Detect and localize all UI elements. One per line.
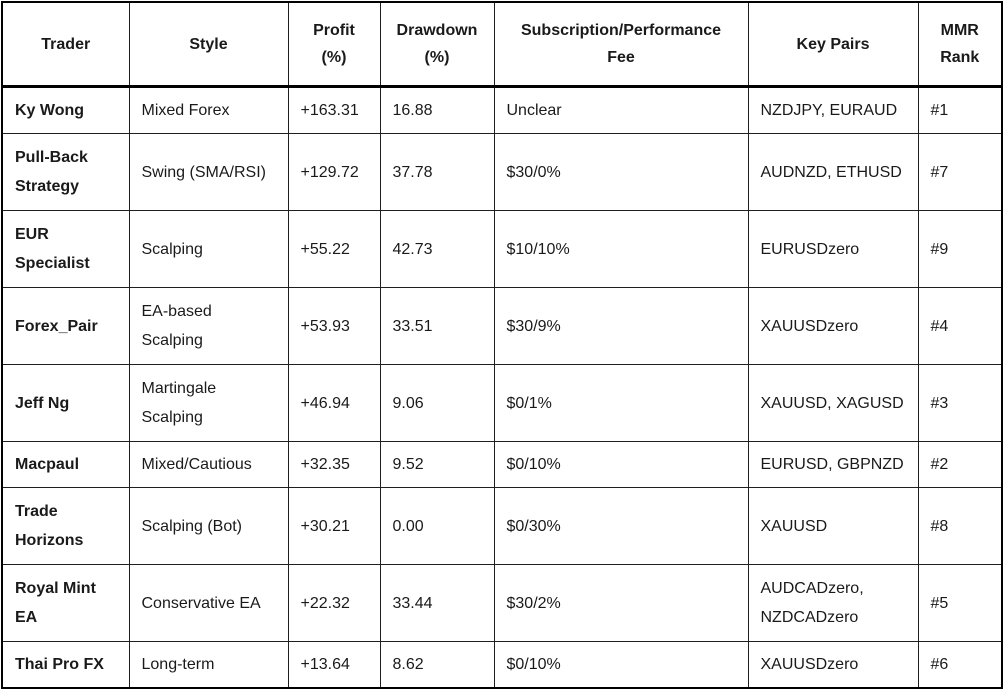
cell-fee: $10/10% bbox=[493, 210, 749, 288]
cell-fee: $0/10% bbox=[493, 641, 749, 689]
cell-profit: +163.31 bbox=[287, 86, 381, 134]
cell-style: EA-based Scalping bbox=[128, 287, 289, 365]
header-row: Trader Style Profit (%) Drawdown (%) Sub… bbox=[1, 1, 1003, 88]
cell-fee: $30/9% bbox=[493, 287, 749, 365]
table-row: Jeff Ng Martingale Scalping +46.94 9.06 … bbox=[1, 364, 1003, 442]
column-header-profit: Profit (%) bbox=[287, 1, 381, 88]
cell-profit: +53.93 bbox=[287, 287, 381, 365]
cell-trader: Royal Mint EA bbox=[1, 564, 130, 642]
cell-pairs: EURUSDzero bbox=[747, 210, 919, 288]
cell-fee: $0/30% bbox=[493, 487, 749, 565]
cell-style: Swing (SMA/RSI) bbox=[128, 133, 289, 211]
cell-pairs: EURUSD, GBPNZD bbox=[747, 441, 919, 488]
cell-rank: #4 bbox=[917, 287, 1003, 365]
cell-fee: $0/10% bbox=[493, 441, 749, 488]
table-row: Forex_Pair EA-based Scalping +53.93 33.5… bbox=[1, 287, 1003, 365]
table-row: Royal Mint EA Conservative EA +22.32 33.… bbox=[1, 564, 1003, 642]
cell-pairs: NZDJPY, EURAUD bbox=[747, 86, 919, 134]
cell-drawdown: 8.62 bbox=[379, 641, 495, 689]
cell-profit: +55.22 bbox=[287, 210, 381, 288]
cell-profit: +13.64 bbox=[287, 641, 381, 689]
cell-style: Conservative EA bbox=[128, 564, 289, 642]
cell-profit: +32.35 bbox=[287, 441, 381, 488]
cell-drawdown: 0.00 bbox=[379, 487, 495, 565]
cell-pairs: XAUUSDzero bbox=[747, 287, 919, 365]
cell-style: Martingale Scalping bbox=[128, 364, 289, 442]
cell-trader: Pull-Back Strategy bbox=[1, 133, 130, 211]
cell-drawdown: 33.44 bbox=[379, 564, 495, 642]
cell-pairs: AUDCADzero, NZDCADzero bbox=[747, 564, 919, 642]
cell-rank: #6 bbox=[917, 641, 1003, 689]
cell-pairs: XAUUSD, XAGUSD bbox=[747, 364, 919, 442]
column-header-style: Style bbox=[128, 1, 289, 88]
column-header-rank: MMR Rank bbox=[917, 1, 1003, 88]
column-header-fee: Subscription/Performance Fee bbox=[493, 1, 749, 88]
cell-profit: +30.21 bbox=[287, 487, 381, 565]
cell-drawdown: 33.51 bbox=[379, 287, 495, 365]
cell-rank: #3 bbox=[917, 364, 1003, 442]
column-header-trader: Trader bbox=[1, 1, 130, 88]
cell-style: Mixed Forex bbox=[128, 86, 289, 134]
cell-rank: #9 bbox=[917, 210, 1003, 288]
column-header-pairs: Key Pairs bbox=[747, 1, 919, 88]
cell-profit: +129.72 bbox=[287, 133, 381, 211]
cell-style: Long-term bbox=[128, 641, 289, 689]
table-row: Ky Wong Mixed Forex +163.31 16.88 Unclea… bbox=[1, 86, 1003, 134]
table-row: Macpaul Mixed/Cautious +32.35 9.52 $0/10… bbox=[1, 441, 1003, 488]
column-header-drawdown: Drawdown (%) bbox=[379, 1, 495, 88]
cell-rank: #1 bbox=[917, 86, 1003, 134]
cell-style: Scalping bbox=[128, 210, 289, 288]
cell-fee: $30/2% bbox=[493, 564, 749, 642]
cell-trader: Ky Wong bbox=[1, 86, 130, 134]
cell-drawdown: 42.73 bbox=[379, 210, 495, 288]
cell-drawdown: 16.88 bbox=[379, 86, 495, 134]
cell-style: Scalping (Bot) bbox=[128, 487, 289, 565]
cell-style: Mixed/Cautious bbox=[128, 441, 289, 488]
cell-trader: Macpaul bbox=[1, 441, 130, 488]
cell-pairs: XAUUSDzero bbox=[747, 641, 919, 689]
cell-fee: $30/0% bbox=[493, 133, 749, 211]
cell-fee: $0/1% bbox=[493, 364, 749, 442]
cell-trader: Jeff Ng bbox=[1, 364, 130, 442]
table-row: EUR Specialist Scalping +55.22 42.73 $10… bbox=[1, 210, 1003, 288]
cell-trader: Forex_Pair bbox=[1, 287, 130, 365]
cell-profit: +46.94 bbox=[287, 364, 381, 442]
cell-pairs: XAUUSD bbox=[747, 487, 919, 565]
cell-trader: Thai Pro FX bbox=[1, 641, 130, 689]
table-row: Thai Pro FX Long-term +13.64 8.62 $0/10%… bbox=[1, 641, 1003, 689]
cell-profit: +22.32 bbox=[287, 564, 381, 642]
cell-drawdown: 37.78 bbox=[379, 133, 495, 211]
cell-trader: EUR Specialist bbox=[1, 210, 130, 288]
cell-rank: #7 bbox=[917, 133, 1003, 211]
cell-fee: Unclear bbox=[493, 86, 749, 134]
cell-rank: #5 bbox=[917, 564, 1003, 642]
table-row: Pull-Back Strategy Swing (SMA/RSI) +129.… bbox=[1, 133, 1003, 211]
table-row: Trade Horizons Scalping (Bot) +30.21 0.0… bbox=[1, 487, 1003, 565]
cell-pairs: AUDNZD, ETHUSD bbox=[747, 133, 919, 211]
cell-drawdown: 9.06 bbox=[379, 364, 495, 442]
cell-trader: Trade Horizons bbox=[1, 487, 130, 565]
cell-rank: #8 bbox=[917, 487, 1003, 565]
cell-drawdown: 9.52 bbox=[379, 441, 495, 488]
cell-rank: #2 bbox=[917, 441, 1003, 488]
